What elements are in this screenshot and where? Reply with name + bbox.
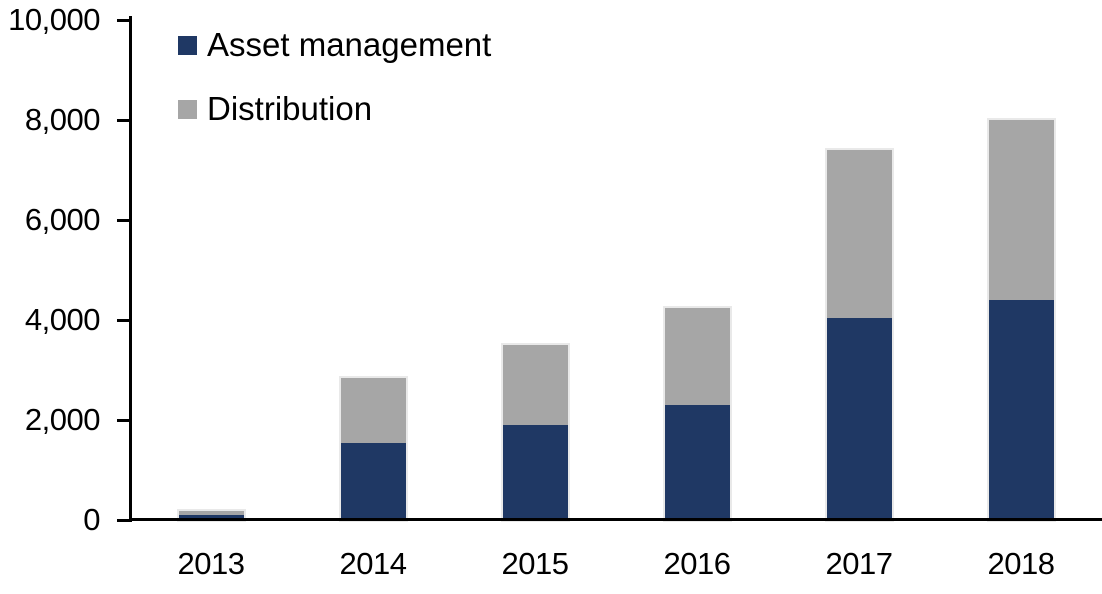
y-tick-mark (117, 18, 129, 22)
asset-management-swatch-icon (178, 35, 197, 55)
legend-item-distribution: Distribution (178, 92, 491, 126)
bar-segment-distribution (340, 377, 406, 443)
y-tick-label: 10,000 (8, 2, 100, 37)
x-tick-label: 2018 (987, 546, 1055, 581)
y-tick-mark (117, 418, 129, 422)
bar-segment-asset-management (988, 300, 1054, 520)
x-axis-line (129, 518, 1102, 521)
bar-segment-asset-management (826, 317, 892, 520)
bar-group-2017 (824, 148, 894, 522)
legend: Asset management Distribution (178, 28, 491, 156)
y-tick-label: 2,000 (24, 402, 101, 437)
y-axis-line (129, 16, 132, 522)
legend-label-distribution: Distribution (207, 90, 373, 127)
y-tick-mark (117, 318, 129, 322)
x-tick-label: 2016 (663, 546, 731, 581)
x-tick-label: 2017 (825, 546, 893, 581)
bar-group-2013 (176, 509, 246, 522)
bar-segment-distribution (502, 345, 568, 425)
bar-segment-asset-management (178, 515, 244, 520)
y-tick-label: 0 (83, 502, 100, 537)
x-tick-label: 2015 (501, 546, 569, 581)
bar-group-2018 (986, 118, 1056, 522)
bar-segment-distribution (988, 120, 1054, 300)
y-tick-label: 6,000 (24, 202, 101, 237)
y-tick-label: 8,000 (24, 102, 101, 137)
bar-segment-asset-management (502, 425, 568, 520)
bar-segment-asset-management (664, 405, 730, 520)
bar-segment-distribution (178, 511, 244, 515)
bar-group-2014 (338, 375, 408, 522)
y-tick-mark (117, 518, 129, 522)
bar-group-2016 (662, 305, 732, 522)
y-tick-mark (117, 118, 129, 122)
y-tick-mark (117, 218, 129, 222)
bar-segment-distribution (826, 150, 892, 318)
distribution-swatch-icon (178, 99, 197, 119)
legend-item-asset-management: Asset management (178, 28, 491, 62)
legend-label-asset-management: Asset management (207, 26, 492, 63)
x-tick-label: 2014 (339, 546, 407, 581)
bar-segment-distribution (664, 307, 730, 405)
y-tick-label: 4,000 (24, 302, 101, 337)
bar-group-2015 (500, 343, 570, 522)
x-tick-label: 2013 (177, 546, 245, 581)
bar-segment-asset-management (340, 442, 406, 520)
